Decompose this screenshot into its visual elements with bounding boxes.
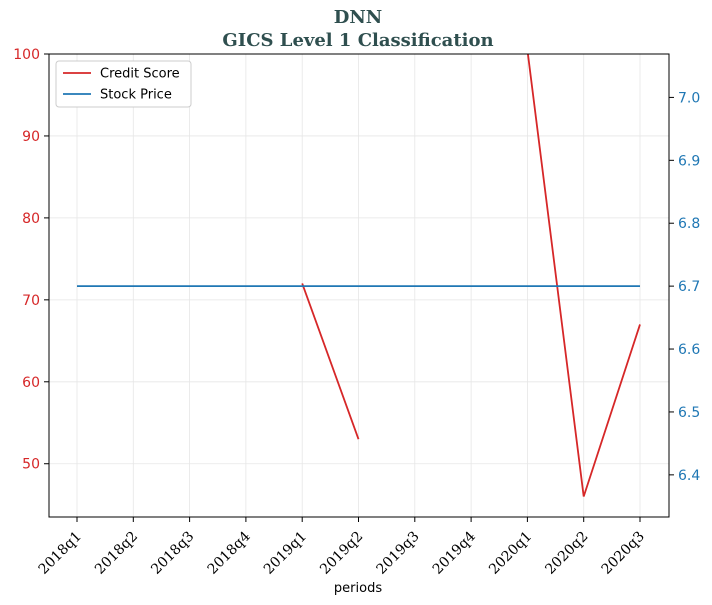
left-axis: 50 60 70 80 90 100 — [13, 47, 49, 473]
left-tick-label: 80 — [22, 211, 40, 227]
right-tick-label: 7.0 — [678, 90, 700, 106]
x-tick-label: 2018q1 — [36, 529, 85, 578]
left-tick-label: 90 — [22, 129, 40, 145]
x-tick-label: 2018q2 — [92, 529, 141, 578]
x-tick-label: 2020q3 — [599, 529, 648, 578]
series-line-credit-score — [527, 54, 641, 497]
left-tick-label: 70 — [22, 293, 40, 309]
right-tick-label: 6.6 — [678, 342, 700, 358]
x-tick-label: 2019q3 — [373, 529, 422, 578]
right-axis: 6.4 6.5 6.6 6.7 6.8 6.9 7.0 — [669, 90, 700, 484]
x-tick-label: 2019q2 — [317, 529, 366, 578]
x-tick-label: 2018q3 — [148, 529, 197, 578]
legend: Credit Score Stock Price — [55, 60, 192, 108]
x-tick-label: 2019q1 — [261, 529, 310, 578]
x-tick-label: 2019q4 — [430, 528, 479, 577]
x-tick-label: 2020q1 — [486, 529, 535, 578]
chart-title: DNN — [334, 7, 383, 28]
left-tick-label: 100 — [13, 47, 40, 63]
x-axis-label: periods — [334, 581, 382, 596]
x-tick-label: 2018q4 — [205, 528, 254, 577]
right-tick-label: 6.5 — [678, 405, 700, 421]
chart-subtitle: GICS Level 1 Classification — [222, 30, 493, 51]
right-tick-label: 6.7 — [678, 279, 700, 295]
right-tick-label: 6.9 — [678, 153, 700, 169]
left-tick-label: 60 — [22, 375, 40, 391]
left-tick-label: 50 — [22, 457, 40, 473]
x-axis: 2018q1 2018q2 2018q3 2018q4 2019q1 2019q2 2019… — [36, 517, 648, 578]
right-tick-label: 6.4 — [678, 468, 700, 484]
right-tick-label: 6.8 — [678, 216, 700, 232]
legend-label: Credit Score — [100, 67, 180, 82]
x-tick-label: 2020q2 — [542, 529, 591, 578]
series-layer — [77, 54, 641, 497]
series-line-credit-score — [301, 283, 360, 440]
legend-label: Stock Price — [100, 88, 172, 103]
